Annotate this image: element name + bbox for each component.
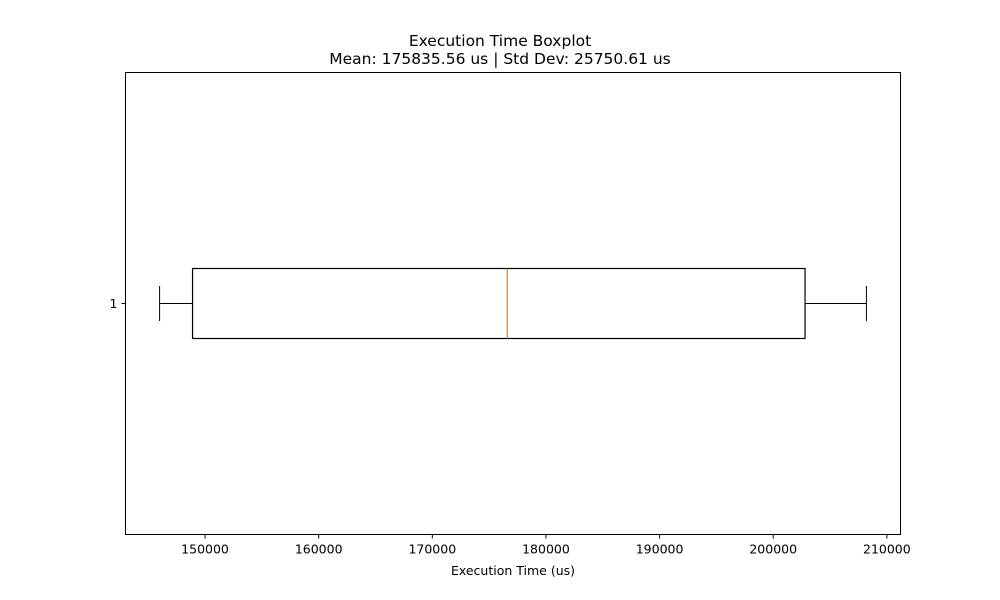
x-tick-label: 160000 (295, 542, 343, 557)
x-tick-label: 200000 (749, 542, 797, 557)
boxplot-series (159, 267, 867, 340)
y-axis-ticks: 1 (110, 296, 126, 311)
interquartile-box (191, 267, 806, 340)
x-tick-label: 170000 (408, 542, 456, 557)
plot-area-frame (125, 72, 901, 535)
x-tick-label: 210000 (863, 542, 911, 557)
x-tick-label: 150000 (181, 542, 229, 557)
x-axis-label: Execution Time (us) (451, 563, 575, 578)
y-tick-label: 1 (110, 296, 118, 311)
chart-title: Execution Time Boxplot (408, 32, 592, 50)
x-tick-label: 190000 (636, 542, 684, 557)
x-tick-label: 180000 (522, 542, 570, 557)
x-axis-ticks: 150000 160000 170000 180000 190000 200000 2100… (181, 534, 911, 557)
chart-subtitle: Mean: 175835.56 us | Std Dev: 25750.61 u… (329, 50, 671, 68)
